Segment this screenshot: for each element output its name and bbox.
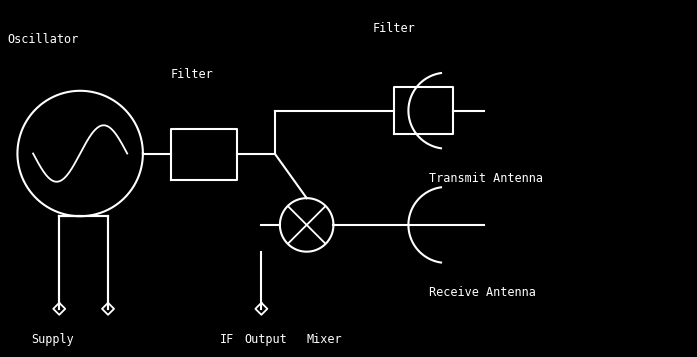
- Text: IF: IF: [220, 333, 233, 346]
- Text: Filter: Filter: [171, 69, 213, 81]
- Text: Receive Antenna: Receive Antenna: [429, 286, 535, 299]
- Text: Mixer: Mixer: [307, 333, 342, 346]
- Text: Oscillator: Oscillator: [7, 33, 78, 46]
- Text: Supply: Supply: [31, 333, 74, 346]
- Text: Output: Output: [244, 333, 286, 346]
- Text: Filter: Filter: [373, 22, 415, 35]
- Text: Transmit Antenna: Transmit Antenna: [429, 172, 543, 185]
